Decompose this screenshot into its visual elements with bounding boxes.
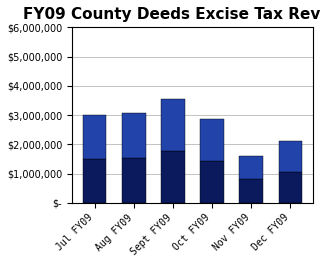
Bar <box>83 115 107 159</box>
Bar <box>200 120 224 161</box>
Title: FY09 County Deeds Excise Tax Revenue: FY09 County Deeds Excise Tax Revenue <box>23 7 320 22</box>
Bar <box>122 113 146 158</box>
Bar <box>83 159 107 203</box>
Bar <box>200 161 224 203</box>
Bar <box>239 156 263 180</box>
Bar <box>122 158 146 203</box>
Bar <box>279 172 302 203</box>
Bar <box>161 99 185 151</box>
Bar <box>161 151 185 203</box>
Bar <box>239 180 263 203</box>
Bar <box>279 142 302 172</box>
